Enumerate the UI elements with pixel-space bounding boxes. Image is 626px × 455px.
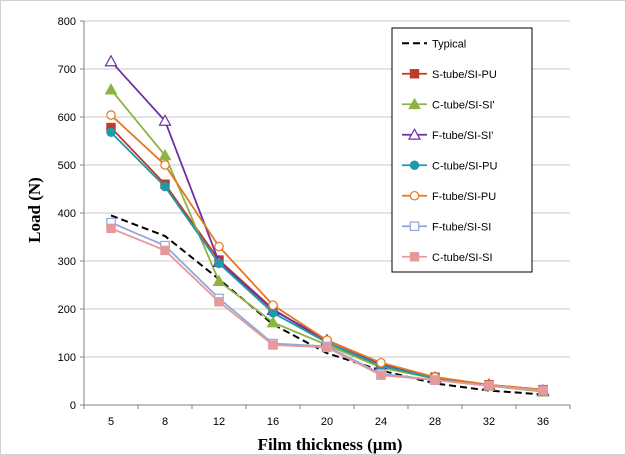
x-tick-label: 5 <box>108 416 114 428</box>
data-point <box>409 190 420 201</box>
data-point <box>214 297 224 307</box>
legend-label: C-tube/SI-SI' <box>432 99 495 111</box>
legend-item: S-tube/SI-PU <box>402 69 497 81</box>
data-point <box>214 258 224 269</box>
series-c-tube-si-si <box>106 223 548 396</box>
data-point <box>106 127 116 138</box>
series-group <box>104 54 550 397</box>
data-point <box>160 181 170 192</box>
data-point <box>268 340 278 350</box>
data-point <box>409 69 420 79</box>
legend-item: F-tube/SI-SI' <box>402 128 493 142</box>
data-point <box>376 357 386 368</box>
data-point <box>407 128 422 140</box>
x-axis-title: Film thickness (µm) <box>258 435 403 454</box>
y-tick-label: 500 <box>58 160 76 172</box>
legend-label: C-tube/SI-SI <box>432 252 493 264</box>
data-point <box>408 97 421 110</box>
legend-label: F-tube/SI-SI <box>432 221 491 233</box>
x-tick-label: 28 <box>429 416 441 428</box>
legend-box <box>391 27 533 273</box>
data-point <box>160 245 170 256</box>
legend-label: F-tube/SI-SI' <box>432 130 493 142</box>
data-point <box>266 315 280 328</box>
legend-label: Typical <box>432 38 466 50</box>
x-tick-label: 36 <box>537 416 549 428</box>
y-tick-label: 0 <box>70 400 76 412</box>
y-tick-label: 800 <box>58 16 76 28</box>
series-typical <box>110 214 544 396</box>
legend-item: Typical <box>402 38 466 50</box>
x-tick-labels: 5 8 12 16 20 24 28 32 36 <box>108 416 549 428</box>
y-tick-label: 700 <box>58 64 76 76</box>
y-tick-label: 100 <box>58 352 76 364</box>
x-tick-label: 12 <box>213 416 225 428</box>
data-point <box>409 252 420 262</box>
data-point <box>268 300 278 310</box>
data-point <box>212 274 226 287</box>
legend-item: F-tube/SI-SI <box>402 221 491 233</box>
y-tick-label: 300 <box>58 256 76 268</box>
data-point <box>538 385 548 396</box>
series-line <box>110 214 544 396</box>
axes <box>80 20 571 409</box>
data-point <box>322 342 332 353</box>
data-point <box>106 223 116 234</box>
legend-item: C-tube/SI-SI' <box>402 97 495 111</box>
x-tick-label: 32 <box>483 416 495 428</box>
y-tick-label: 400 <box>58 208 76 220</box>
x-tick-label: 20 <box>321 416 333 428</box>
y-axis-title: Load (N) <box>25 177 44 243</box>
data-point <box>160 160 170 170</box>
legend-label: S-tube/SI-PU <box>432 69 497 81</box>
data-point <box>430 375 440 385</box>
legend-item: F-tube/SI-PU <box>402 191 496 203</box>
legend-label: C-tube/SI-PU <box>432 160 497 172</box>
data-point <box>158 148 172 161</box>
x-tick-label: 24 <box>375 416 387 428</box>
legend-label: F-tube/SI-PU <box>432 191 496 203</box>
data-point <box>106 110 116 120</box>
data-point <box>104 54 118 67</box>
data-point <box>409 160 420 170</box>
y-tick-label: 600 <box>58 112 76 124</box>
data-point <box>104 83 118 95</box>
legend-item: C-tube/SI-PU <box>402 160 497 172</box>
data-point <box>409 221 420 232</box>
legend-item: C-tube/SI-SI <box>402 252 493 264</box>
data-point <box>484 381 494 391</box>
data-point <box>158 114 172 126</box>
legend: Typical S-tube/SI-PU C-tube/SI-SI' F-tube/S… <box>391 27 533 273</box>
y-tick-label: 200 <box>58 304 76 316</box>
y-tick-labels: 0 100 200 300 400 500 600 700 800 <box>58 16 76 412</box>
data-point <box>214 241 224 252</box>
x-tick-label: 16 <box>267 416 279 428</box>
x-tick-label: 8 <box>162 416 168 428</box>
data-point <box>376 370 386 380</box>
